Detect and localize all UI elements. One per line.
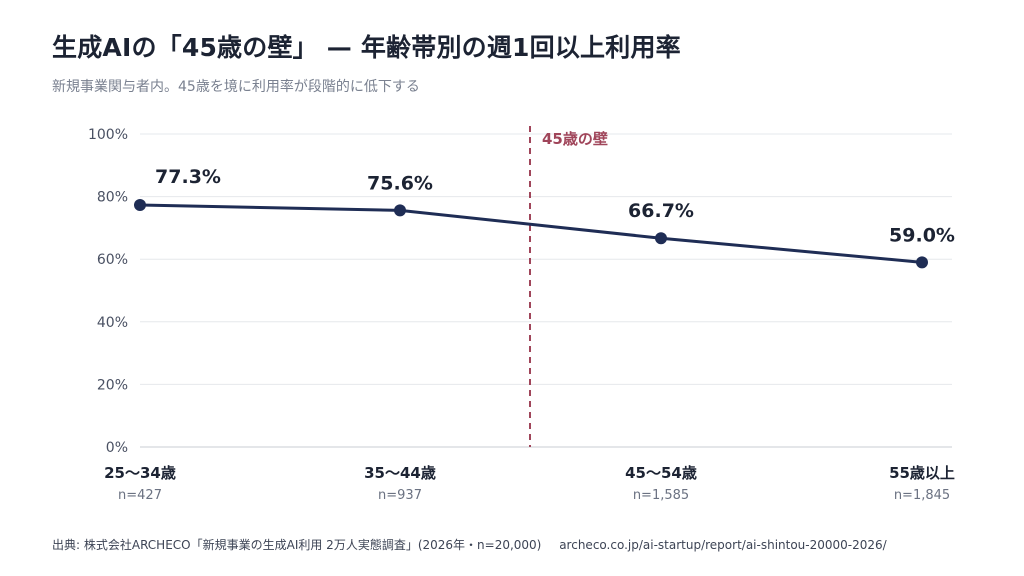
y-tick-label: 40%	[97, 315, 128, 331]
y-grid	[140, 133, 952, 448]
y-tick-label: 20%	[97, 377, 128, 393]
x-sample-size: n=427	[118, 488, 162, 503]
data-point	[394, 204, 406, 217]
data-label: 59.0%	[889, 224, 955, 246]
source-credit: 出典: 株式会社ARCHECO「新規事業の生成AI利用 2万人実態調査」(202…	[52, 538, 542, 552]
series-polyline	[139, 203, 923, 264]
source-footer: 出典: 株式会社ARCHECO「新規事業の生成AI利用 2万人実態調査」(202…	[52, 536, 887, 553]
x-category-label: 55歳以上	[889, 464, 955, 482]
x-category-label: 45〜54歳	[625, 464, 697, 482]
data-point	[134, 199, 146, 212]
data-label: 77.3%	[155, 166, 221, 188]
x-sample-size: n=1,585	[633, 488, 689, 503]
x-sample-size: n=937	[378, 488, 422, 503]
x-category-label: 25〜34歳	[104, 464, 176, 482]
wall-annotation: 45歳の壁	[529, 126, 608, 447]
y-tick-label: 0%	[106, 440, 128, 456]
chart-subtitle: 新規事業関与者内。45歳を境に利用率が段階的に低下する	[52, 79, 420, 95]
data-points	[134, 199, 928, 269]
data-labels: 77.3% 75.6% 66.7% 59.0%	[155, 166, 955, 246]
y-tick-label: 60%	[97, 252, 128, 268]
chart-title: 生成AIの「45歳の壁」 — 年齢帯別の週1回以上利用率	[52, 33, 681, 62]
data-point	[655, 232, 667, 245]
data-point	[916, 256, 928, 269]
series-line	[139, 203, 923, 264]
x-category-label: 35〜44歳	[364, 464, 436, 482]
source-url: archeco.co.jp/ai-startup/report/ai-shint…	[559, 538, 887, 552]
y-tick-label: 100%	[88, 127, 128, 143]
line-chart: 0% 20% 40% 60% 80% 100% 45歳の壁 25〜34歳 n=427 35〜4…	[88, 126, 955, 503]
wall-label: 45歳の壁	[542, 130, 608, 148]
y-tick-label: 80%	[97, 190, 128, 206]
y-axis-ticks: 0% 20% 40% 60% 80% 100%	[88, 127, 128, 456]
data-label: 75.6%	[367, 172, 433, 194]
data-label: 66.7%	[628, 200, 694, 222]
x-axis-labels: 25〜34歳 n=427 35〜44歳 n=937 45〜54歳 n=1,585 55歳以上…	[104, 464, 955, 503]
x-sample-size: n=1,845	[894, 488, 950, 503]
